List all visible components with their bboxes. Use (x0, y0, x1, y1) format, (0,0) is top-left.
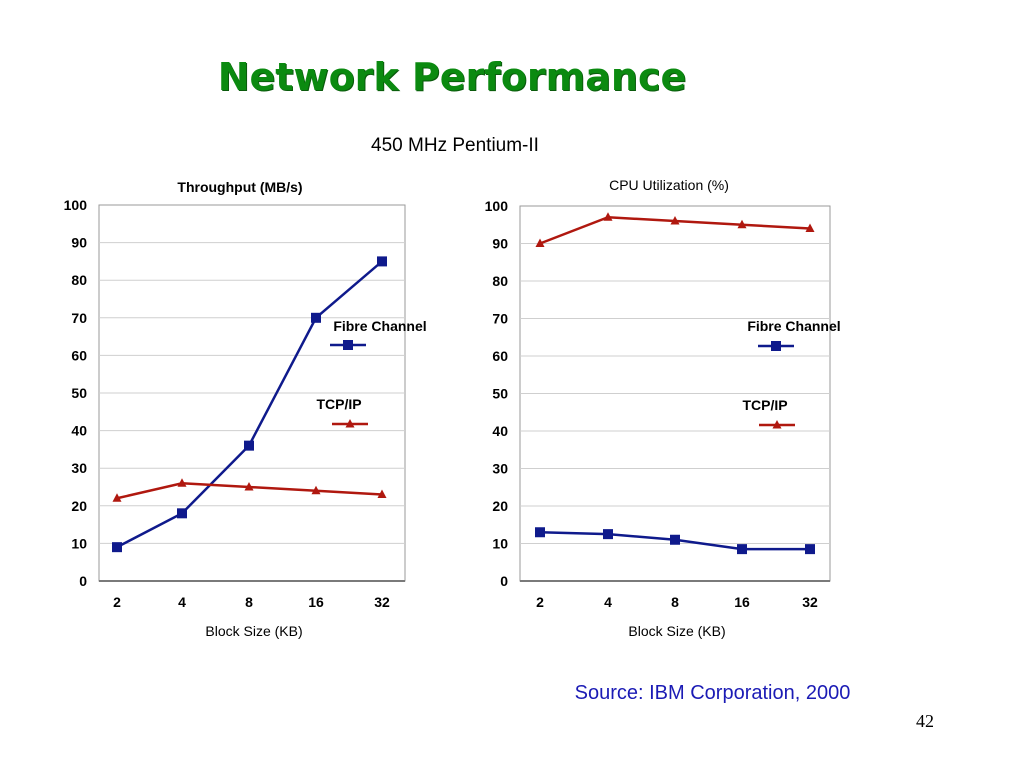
data-point (805, 223, 815, 232)
y-tick-label: 100 (485, 198, 509, 214)
x-tick-label: 32 (802, 594, 818, 610)
data-point (377, 256, 387, 267)
chart-2: 0 10 20 30 40 50 60 70 80 90 100 2 4 8 16 32 CPU Utiliza… (485, 177, 841, 639)
legend-marker (771, 341, 781, 351)
data-point (244, 440, 254, 451)
y-tick-label: 10 (492, 536, 508, 552)
y-tick-label: 10 (71, 535, 87, 551)
chart-title: CPU Utilization (%) (609, 177, 729, 193)
data-point (603, 212, 613, 221)
legend-label: TCP/IP (316, 396, 361, 412)
x-tick-label: 32 (374, 594, 390, 610)
y-tick-label: 60 (71, 347, 87, 363)
chart-1: 0 10 20 30 40 50 60 70 80 90 100 2 4 8 16 32 Throughput … (64, 179, 427, 639)
data-point (535, 527, 545, 538)
data-point (603, 529, 613, 540)
data-point (112, 493, 122, 502)
y-tick-label: 40 (492, 423, 508, 439)
y-tick-label: 50 (71, 385, 87, 401)
y-tick-label: 30 (492, 461, 508, 477)
data-point (244, 482, 254, 491)
x-tick-label: 16 (734, 594, 750, 610)
data-point (737, 219, 747, 229)
y-tick-label: 90 (492, 236, 508, 252)
y-tick-label: 80 (71, 272, 87, 288)
y-tick-label: 60 (492, 348, 508, 364)
data-point (311, 485, 321, 495)
data-point (670, 216, 680, 225)
y-tick-label: 0 (500, 573, 508, 589)
y-tick-label: 50 (492, 386, 508, 402)
slide-title: Network Performance (217, 55, 687, 99)
x-tick-label: 16 (308, 594, 324, 610)
x-tick-label: 8 (671, 594, 679, 610)
y-tick-label: 20 (71, 498, 87, 514)
source-note: Source: IBM Corporation, 2000 (574, 682, 851, 704)
chart-title: Throughput (MB/s) (177, 179, 302, 195)
slide-subtitle: 450 MHz Pentium-II (371, 135, 539, 156)
x-axis-label: Block Size (KB) (205, 623, 302, 639)
data-point (177, 508, 187, 519)
legend-marker (343, 340, 353, 350)
x-axis-label: Block Size (KB) (628, 623, 725, 639)
y-tick-label: 90 (71, 235, 87, 251)
y-tick-label: 40 (71, 423, 87, 439)
legend-marker (345, 419, 355, 428)
legend-label: TCP/IP (742, 397, 787, 413)
data-point (535, 238, 545, 247)
data-point (377, 489, 387, 499)
data-point (737, 544, 747, 555)
data-point (670, 534, 680, 545)
x-tick-label: 2 (536, 594, 544, 610)
data-point (112, 542, 122, 553)
y-tick-label: 80 (492, 273, 508, 289)
data-point (805, 544, 815, 555)
y-tick-label: 70 (71, 310, 87, 326)
legend-label: Fibre Channel (747, 318, 840, 334)
y-tick-label: 0 (79, 573, 87, 589)
x-tick-label: 4 (178, 594, 186, 610)
x-tick-label: 8 (245, 594, 253, 610)
data-point (177, 478, 187, 487)
y-tick-label: 30 (71, 460, 87, 476)
legend-label: Fibre Channel (333, 318, 426, 334)
y-tick-label: 100 (64, 197, 88, 213)
x-tick-label: 4 (604, 594, 612, 610)
legend-marker (772, 420, 782, 429)
x-tick-label: 2 (113, 594, 121, 610)
y-tick-label: 20 (492, 498, 508, 514)
data-point (311, 312, 321, 323)
y-tick-label: 70 (492, 311, 508, 327)
page-number: 42 (916, 711, 934, 731)
